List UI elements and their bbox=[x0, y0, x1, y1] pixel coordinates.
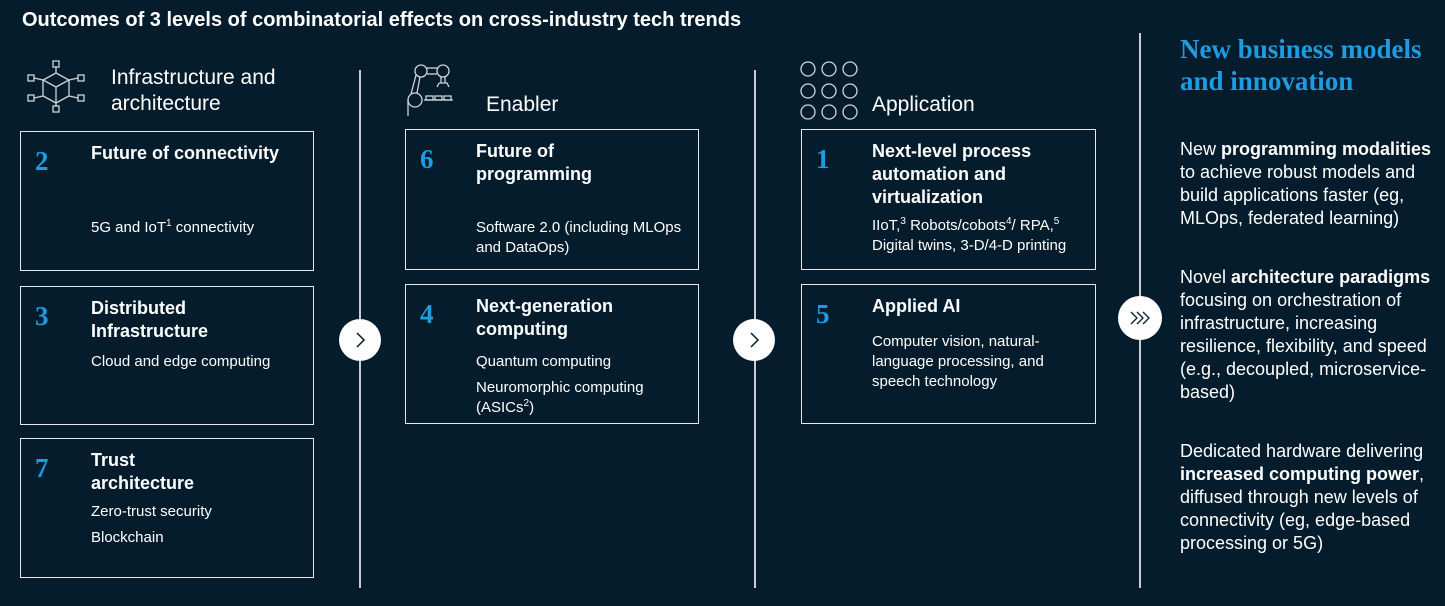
network-cube-icon bbox=[27, 60, 85, 113]
trend-description: 5G and IoT1 connectivity bbox=[91, 218, 316, 238]
body-text: New bbox=[1180, 139, 1222, 159]
trend-number: 4 bbox=[420, 299, 434, 329]
trend-description: Neuromorphic computing (ASICs2) bbox=[476, 378, 676, 418]
body-text: , diffused through new levels of connect… bbox=[1180, 464, 1425, 553]
body-text: Dedicated hardware delivering bbox=[1180, 441, 1424, 461]
trend-title: Next-generation computing bbox=[476, 296, 614, 339]
desc-text: connectivity bbox=[171, 219, 255, 236]
trend-number: 2 bbox=[35, 146, 49, 176]
chevron-right-icon bbox=[339, 319, 381, 361]
triple-chevron-right-icon bbox=[1118, 296, 1162, 340]
desc-text: Digital twins, 3-D/4-D printing bbox=[872, 237, 1067, 254]
trend-description: Zero-trust security bbox=[91, 503, 212, 520]
body-text: to achieve robust models and build appli… bbox=[1180, 162, 1416, 228]
trend-title: Applied AI bbox=[872, 296, 961, 316]
trend-title: Trust architecture bbox=[91, 450, 195, 493]
robot-arm-icon bbox=[407, 64, 453, 116]
trend-box-applied-ai: 5 Applied AI Computer vision, natural-la… bbox=[801, 284, 1096, 424]
body-text: Novel bbox=[1180, 267, 1232, 287]
trend-box-distributed-infrastructure: 3 Distributed Infrastructure Cloud and e… bbox=[20, 286, 314, 425]
desc-text: ) bbox=[529, 399, 535, 416]
trend-description: Computer vision, natural-language proces… bbox=[872, 333, 1044, 390]
trend-box-future-of-connectivity: 2 Future of connectivity 5G and IoT1 con… bbox=[20, 131, 314, 271]
emphasis-text: architecture paradigms bbox=[1231, 267, 1431, 287]
trend-description: Software 2.0 (including MLOps and DataOp… bbox=[476, 219, 682, 256]
outcome-paragraph-programming: New programming modalities to achieve ro… bbox=[1180, 138, 1440, 230]
column-header-enabler: Enabler bbox=[486, 93, 559, 116]
chevron-right-icon bbox=[733, 319, 775, 361]
desc-text: / RPA, bbox=[1011, 217, 1054, 234]
column-header-application: Application bbox=[872, 93, 975, 116]
trend-number: 7 bbox=[35, 453, 49, 483]
trend-number: 5 bbox=[816, 299, 830, 329]
trend-number: 1 bbox=[816, 144, 830, 174]
trend-description: Cloud and edge computing bbox=[91, 353, 271, 370]
trend-box-future-of-programming: 6 Future of programming Software 2.0 (in… bbox=[405, 129, 699, 270]
footnote-ref: 5 bbox=[1053, 216, 1060, 227]
trend-box-process-automation: 1 Next-level process automation and virt… bbox=[801, 129, 1096, 270]
circle-grid-icon bbox=[800, 61, 858, 120]
desc-text: Neuromorphic computing (ASICs bbox=[476, 379, 644, 416]
body-text: focusing on orchestration of infrastruct… bbox=[1180, 290, 1427, 402]
desc-text: 5G and IoT bbox=[91, 219, 167, 236]
trend-number: 3 bbox=[35, 301, 49, 331]
trend-box-next-generation-computing: 4 Next-generation computing Quantum comp… bbox=[405, 284, 699, 424]
footnote-ref: 2 bbox=[523, 398, 530, 409]
emphasis-text: programming modalities bbox=[1221, 139, 1432, 159]
outcome-paragraph-hardware: Dedicated hardware delivering increased … bbox=[1180, 440, 1430, 555]
trend-title: Future of connectivity bbox=[91, 143, 280, 163]
trend-description: Quantum computing bbox=[476, 353, 612, 370]
trend-number: 6 bbox=[420, 144, 434, 174]
footnote-ref: 4 bbox=[1005, 216, 1012, 227]
trend-description: Blockchain bbox=[91, 529, 164, 546]
desc-text: IIoT, bbox=[872, 217, 901, 234]
footnote-ref: 1 bbox=[166, 218, 172, 229]
outcome-paragraph-architecture: Novel architecture paradigms focusing on… bbox=[1180, 266, 1440, 404]
emphasis-text: increased computing power bbox=[1180, 464, 1420, 484]
diagram-title: Outcomes of 3 levels of combinatorial ef… bbox=[22, 9, 742, 31]
trend-title: Next-level process automation and virtua… bbox=[872, 141, 1032, 207]
trend-title: Distributed Infrastructure bbox=[91, 298, 209, 341]
footnote-ref: 3 bbox=[900, 216, 906, 227]
trend-box-trust-architecture: 7 Trust architecture Zero-trust security… bbox=[20, 438, 314, 578]
desc-text: Robots/cobots bbox=[905, 217, 1006, 234]
trend-description: IIoT,3 Robots/cobots4/ RPA,5 Digital twi… bbox=[872, 216, 1087, 256]
column-header-infrastructure: Infrastructure and architecture bbox=[111, 66, 276, 115]
trend-title: Future of programming bbox=[476, 141, 593, 184]
outcome-heading: New business models and innovation bbox=[1180, 34, 1422, 96]
